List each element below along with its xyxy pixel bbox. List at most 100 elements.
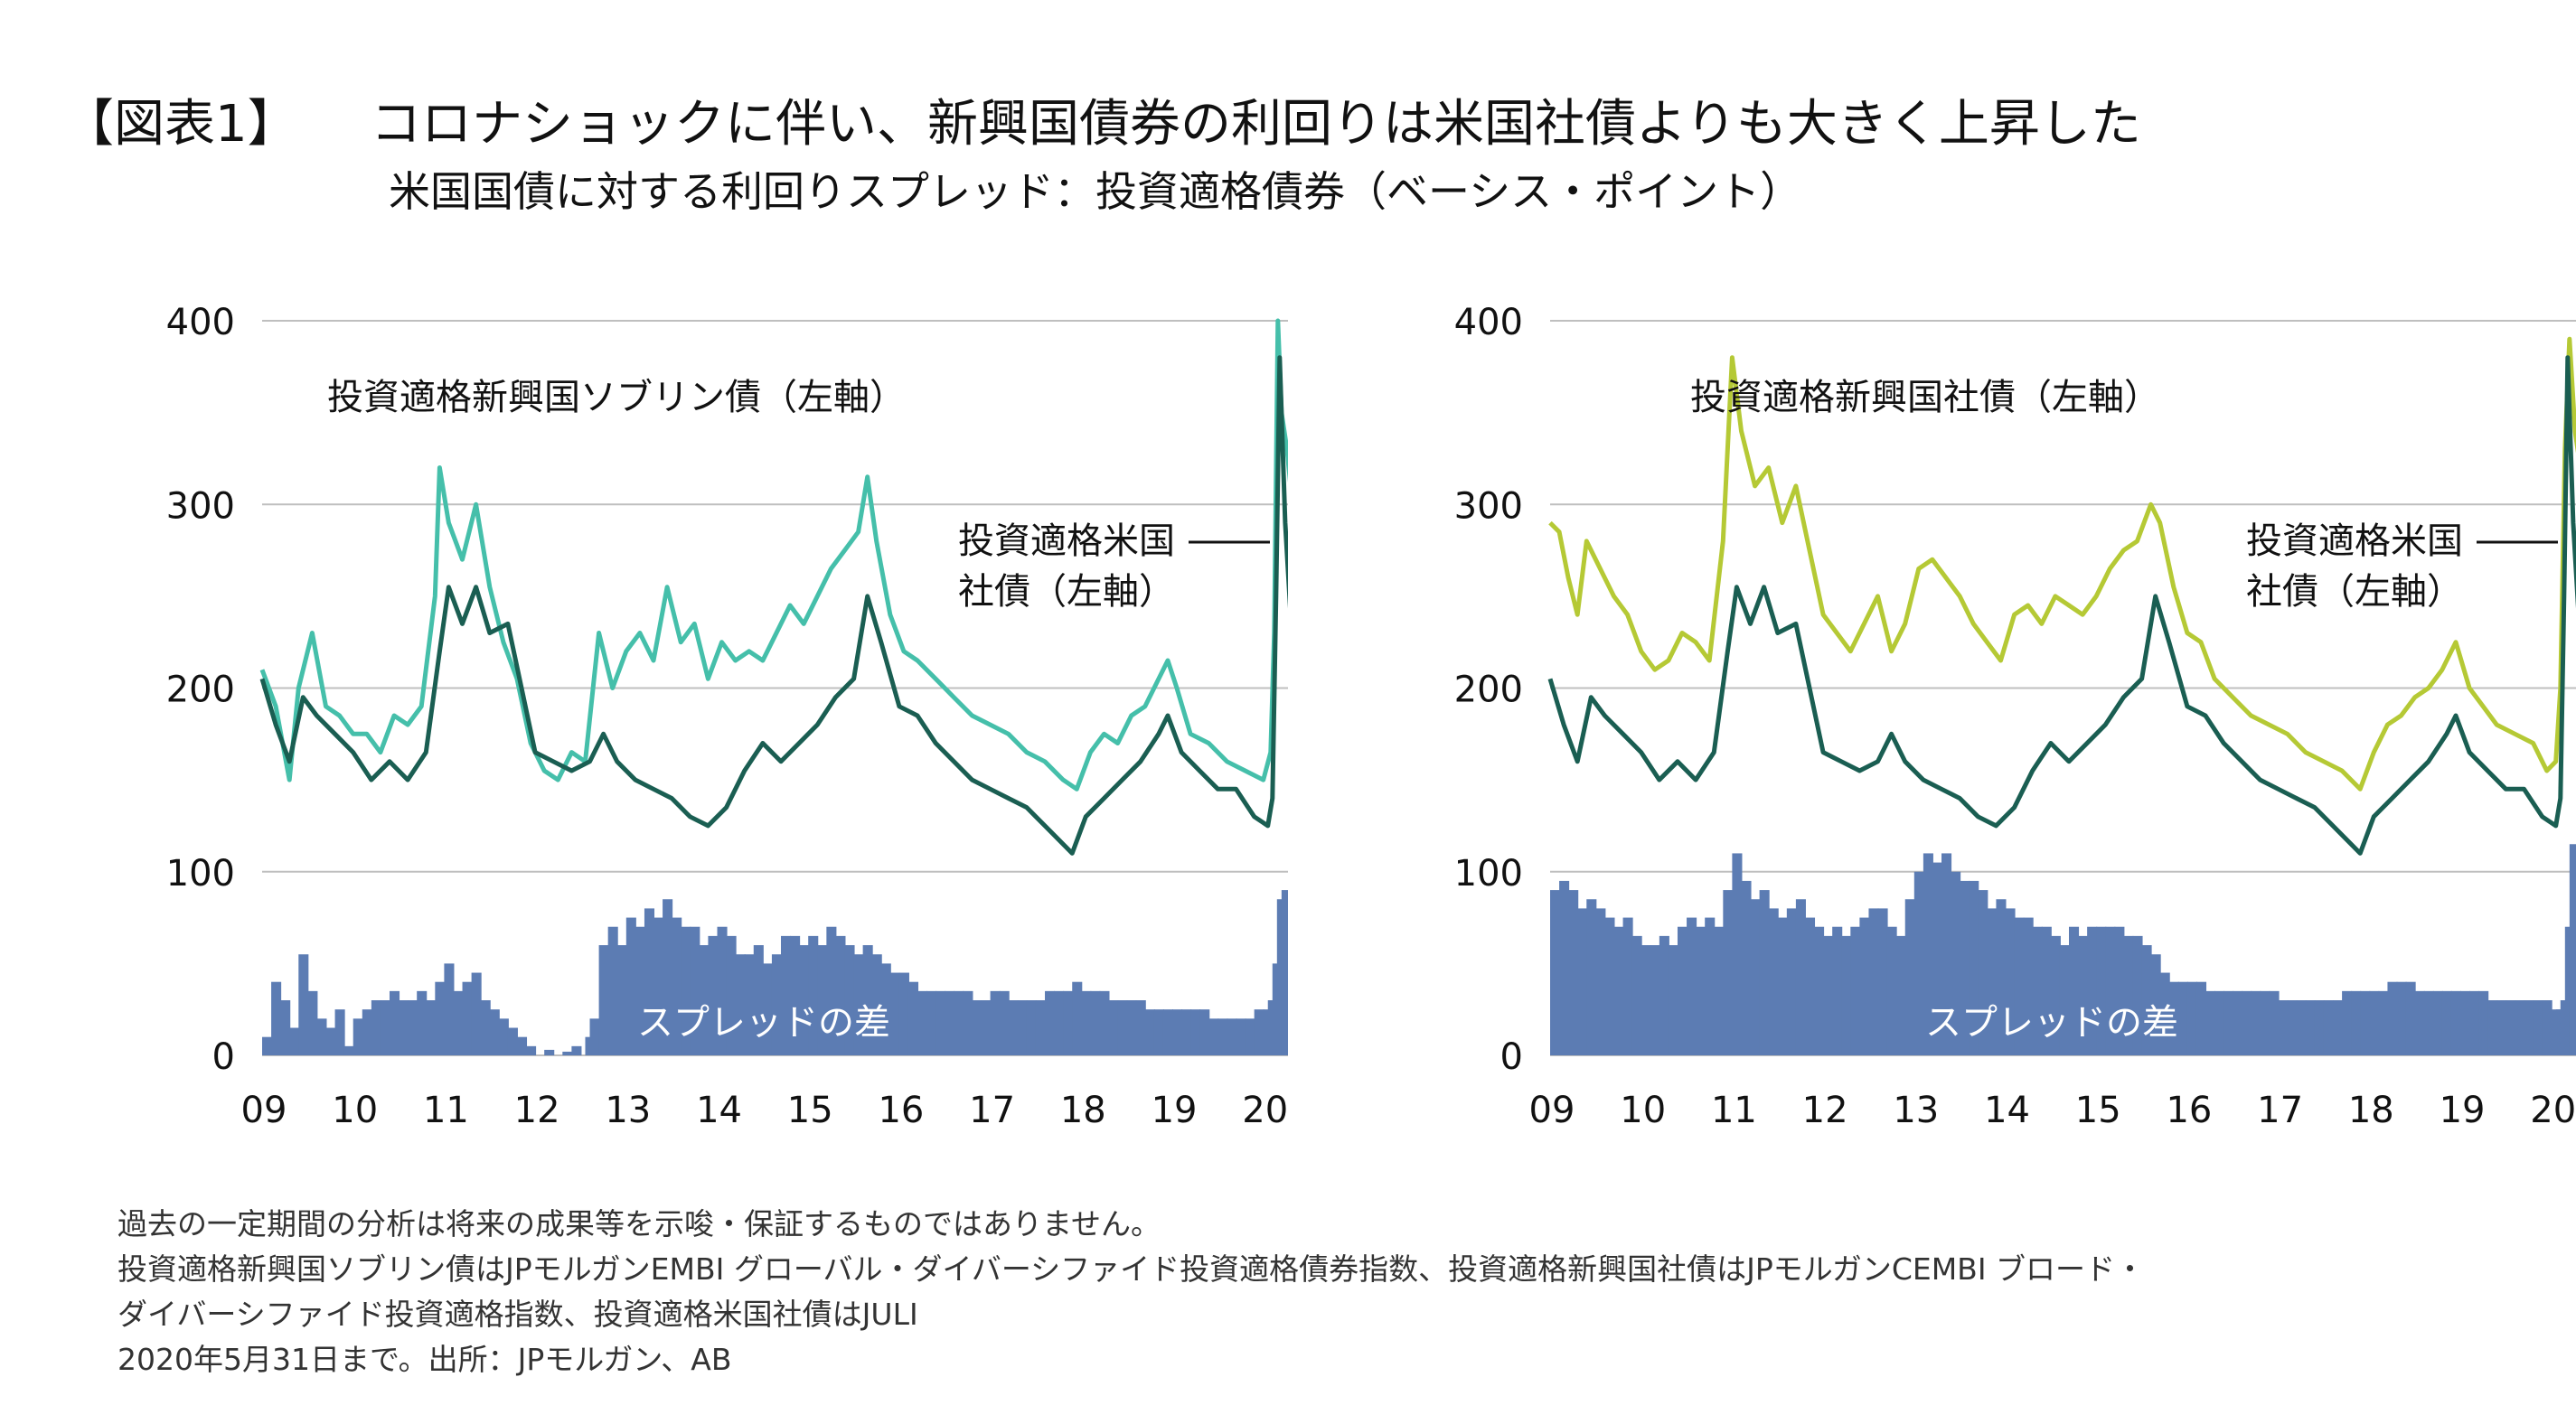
diff-bar [2005, 908, 2016, 1055]
chart-right: 0100200300400091011121314151617181920年投資… [1454, 302, 2576, 1131]
diff-bar [571, 1045, 582, 1055]
diff-bar [1126, 1000, 1137, 1055]
diff-bar [516, 1036, 528, 1055]
diff-bar [762, 963, 773, 1055]
diff-bar [1832, 926, 1843, 1055]
x-tick-label: 15 [2075, 1090, 2121, 1131]
diff-bar [2078, 935, 2089, 1055]
diff-bar [1199, 1009, 1210, 1055]
diff-bar [1705, 917, 1716, 1055]
diff-bar [1622, 917, 1633, 1055]
diff-bar [2515, 1000, 2525, 1055]
diff-bar [2573, 871, 2576, 1055]
diff-bar [2496, 1000, 2507, 1055]
diff-bar [1877, 908, 1888, 1055]
diff-bar [2396, 981, 2407, 1055]
diff-bar [635, 926, 645, 1055]
diff-bar [1285, 917, 1288, 1055]
diff-bar [1904, 899, 1915, 1055]
diff-bar [1190, 1009, 1201, 1055]
diff-bar [2023, 917, 2034, 1055]
diff-bar [2233, 990, 2243, 1055]
diff-bar [1017, 1000, 1028, 1055]
diff-bar [1759, 890, 1770, 1055]
y-tick-label: 300 [166, 485, 235, 527]
diff-bar [2296, 1000, 2307, 1055]
x-tick-label: 15 [787, 1090, 833, 1131]
diff-bar [2423, 990, 2434, 1055]
diff-bar [753, 945, 764, 1055]
diff-bar [653, 917, 664, 1055]
x-tick-label: 19 [2440, 1090, 2486, 1131]
diff-bar [1135, 1000, 1146, 1055]
diff-bar [926, 990, 937, 1055]
page-subtitle: 米国国債に対する利回りスプレッド：投資適格債券（ベーシス・ポイント） [389, 167, 1802, 216]
diff-bar [1750, 899, 1761, 1055]
diff-bar [1559, 880, 1570, 1055]
diff-bar [2542, 1000, 2552, 1055]
diff-bar [2214, 990, 2225, 1055]
series-line [1547, 355, 2576, 856]
diff-bar [835, 935, 846, 1055]
diff-bar [1604, 917, 1615, 1055]
diff-label: スプレッドの差 [637, 1002, 890, 1044]
x-tick-label: 17 [2257, 1090, 2303, 1131]
diff-bar [1595, 908, 1606, 1055]
diff-bar [1236, 1018, 1246, 1055]
diff-bar [1090, 990, 1101, 1055]
diff-bar [426, 1000, 437, 1055]
x-tick-label: 19 [1152, 1090, 1198, 1131]
series-label-us-corporate: 社債（左軸） [2246, 571, 2463, 613]
diff-bar [1577, 908, 1588, 1055]
diff-bar [1281, 890, 1288, 1055]
diff-bar [1650, 945, 1660, 1055]
diff-bar [2150, 954, 2161, 1055]
diff-bar [853, 954, 864, 1055]
x-tick-label: 20 [2530, 1090, 2576, 1131]
diff-bar [735, 954, 746, 1055]
diff-bar [1941, 853, 1952, 1055]
series-line [1548, 336, 2576, 792]
diff-bar [1741, 880, 1752, 1055]
diff-bar [808, 935, 819, 1055]
diff-bar [1996, 899, 2007, 1055]
x-tick-label: 12 [514, 1090, 560, 1131]
series-line [259, 355, 1288, 856]
diff-bar [2333, 1000, 2344, 1055]
diff-bar [972, 1000, 982, 1055]
diff-bar [1035, 1000, 1047, 1055]
diff-bar [2141, 945, 2152, 1055]
diff-bar [2041, 926, 2052, 1055]
diff-bar [981, 1000, 992, 1055]
x-tick-label: 13 [605, 1090, 651, 1131]
title-row: 【図表1】 コロナショックに伴い、新興国債券の利回りは米国社債よりも大きく上昇した [63, 83, 2141, 156]
x-tick-label: 09 [1529, 1090, 1575, 1131]
series-label-us-corporate: 投資適格米国 [2246, 520, 2463, 562]
diff-bar [625, 917, 636, 1055]
diff-bar [1814, 926, 1825, 1055]
diff-bar [1568, 890, 1579, 1055]
diff-bar [1117, 1000, 1128, 1055]
diff-bar [726, 935, 737, 1055]
diff-bar [607, 926, 618, 1055]
diff-bar [1969, 880, 1979, 1055]
diff-bar [2242, 990, 2252, 1055]
y-tick-label: 400 [166, 302, 235, 343]
diff-bar [2469, 990, 2480, 1055]
diff-bar [507, 1027, 518, 1055]
y-tick-label: 400 [1454, 302, 1523, 343]
diff-bar [1804, 917, 1816, 1055]
diff-bar [1153, 1009, 1164, 1055]
diff-bar [2114, 926, 2125, 1055]
diff-bar [616, 945, 627, 1055]
footnote-line: 過去の一定期間の分析は将来の成果等を示唆・保証するものではありません。 [118, 1206, 1161, 1241]
diff-bar [316, 1018, 327, 1055]
diff-bar [1550, 890, 1561, 1055]
diff-bar [844, 945, 855, 1055]
footnotes: 過去の一定期間の分析は将来の成果等を示唆・保証するものではありません。 投資適格… [118, 1202, 2145, 1382]
diff-bar [453, 990, 464, 1055]
diff-bar [1045, 990, 1056, 1055]
diff-bar [1895, 935, 1906, 1055]
diff-bar [1913, 871, 1924, 1055]
y-tick-label: 100 [1454, 853, 1523, 895]
